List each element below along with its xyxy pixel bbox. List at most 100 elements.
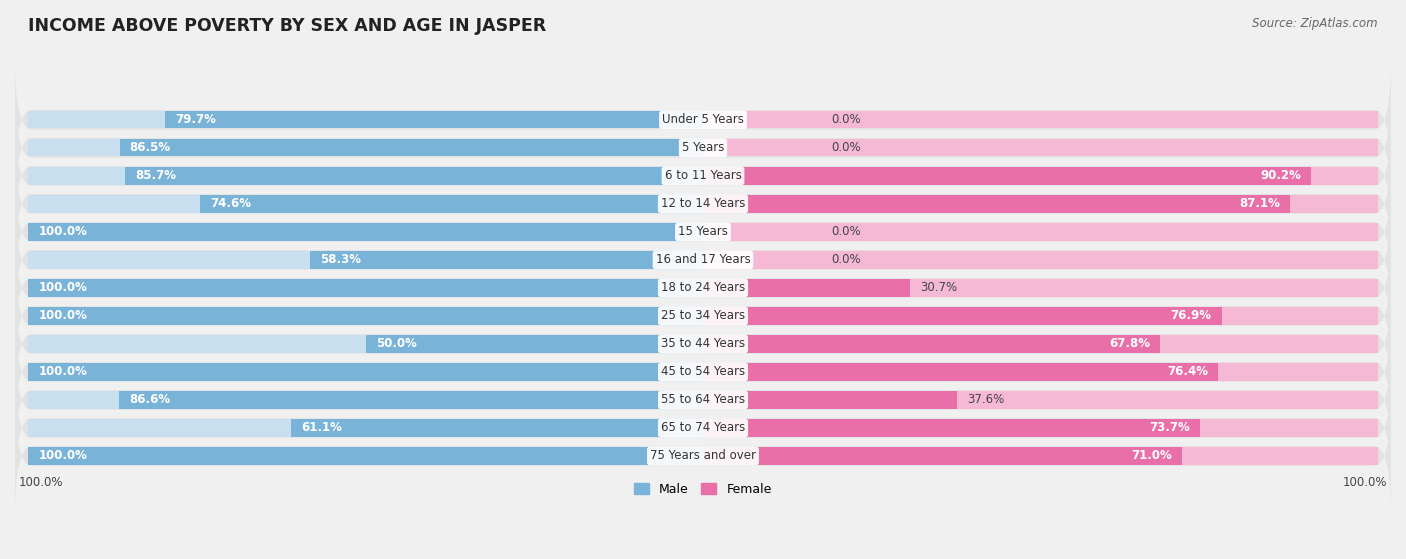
Bar xyxy=(28,223,703,240)
Text: 73.7%: 73.7% xyxy=(1149,421,1189,434)
Text: 0.0%: 0.0% xyxy=(831,141,860,154)
Text: 18 to 24 Years: 18 to 24 Years xyxy=(661,281,745,295)
Text: 100.0%: 100.0% xyxy=(18,476,63,489)
Text: 86.6%: 86.6% xyxy=(129,394,170,406)
Text: 79.7%: 79.7% xyxy=(176,113,217,126)
Text: 50.0%: 50.0% xyxy=(375,338,416,350)
Bar xyxy=(28,447,703,465)
Text: 86.5%: 86.5% xyxy=(129,141,170,154)
Bar xyxy=(703,335,1378,353)
Text: 55 to 64 Years: 55 to 64 Years xyxy=(661,394,745,406)
Text: 16 and 17 Years: 16 and 17 Years xyxy=(655,253,751,267)
Text: Source: ZipAtlas.com: Source: ZipAtlas.com xyxy=(1253,17,1378,30)
FancyBboxPatch shape xyxy=(15,340,1391,460)
Bar xyxy=(703,363,1219,381)
Bar xyxy=(703,447,1182,465)
FancyBboxPatch shape xyxy=(15,368,1391,488)
Bar xyxy=(125,167,703,184)
Bar xyxy=(28,419,703,437)
Bar xyxy=(703,391,1378,409)
Text: 15 Years: 15 Years xyxy=(678,225,728,238)
Bar xyxy=(28,111,703,129)
Bar xyxy=(703,223,1378,240)
Text: 0.0%: 0.0% xyxy=(831,253,860,267)
Text: 100.0%: 100.0% xyxy=(38,225,87,238)
Text: 6 to 11 Years: 6 to 11 Years xyxy=(665,169,741,182)
Text: 35 to 44 Years: 35 to 44 Years xyxy=(661,338,745,350)
FancyBboxPatch shape xyxy=(15,172,1391,292)
Text: 0.0%: 0.0% xyxy=(831,113,860,126)
Bar xyxy=(703,447,1378,465)
FancyBboxPatch shape xyxy=(15,144,1391,264)
Bar xyxy=(366,335,703,353)
FancyBboxPatch shape xyxy=(15,255,1391,376)
Bar xyxy=(28,223,703,240)
Text: 100.0%: 100.0% xyxy=(38,281,87,295)
Text: Under 5 Years: Under 5 Years xyxy=(662,113,744,126)
Bar xyxy=(28,307,703,325)
Text: 100.0%: 100.0% xyxy=(1343,476,1388,489)
Text: 76.4%: 76.4% xyxy=(1167,366,1208,378)
Bar xyxy=(28,307,703,325)
Text: 85.7%: 85.7% xyxy=(135,169,176,182)
Text: 5 Years: 5 Years xyxy=(682,141,724,154)
Text: 61.1%: 61.1% xyxy=(301,421,342,434)
Bar xyxy=(28,251,703,268)
Text: 45 to 54 Years: 45 to 54 Years xyxy=(661,366,745,378)
Text: 30.7%: 30.7% xyxy=(920,281,957,295)
Bar xyxy=(28,139,703,157)
Text: 74.6%: 74.6% xyxy=(209,197,250,210)
Bar xyxy=(703,307,1378,325)
Bar xyxy=(28,363,703,381)
Bar xyxy=(703,167,1312,184)
Text: 37.6%: 37.6% xyxy=(967,394,1004,406)
Bar xyxy=(166,111,703,129)
Bar xyxy=(309,251,703,268)
Text: 100.0%: 100.0% xyxy=(38,449,87,462)
Bar xyxy=(703,111,1378,129)
Text: 65 to 74 Years: 65 to 74 Years xyxy=(661,421,745,434)
Bar xyxy=(291,419,703,437)
Text: 12 to 14 Years: 12 to 14 Years xyxy=(661,197,745,210)
Text: 58.3%: 58.3% xyxy=(321,253,361,267)
Bar xyxy=(703,139,1378,157)
Bar xyxy=(703,251,1378,268)
Bar xyxy=(200,195,703,212)
Bar xyxy=(28,279,703,297)
Bar xyxy=(703,167,1378,184)
Bar xyxy=(703,195,1378,212)
FancyBboxPatch shape xyxy=(15,88,1391,208)
FancyBboxPatch shape xyxy=(15,200,1391,320)
Bar xyxy=(703,419,1378,437)
Bar xyxy=(703,307,1222,325)
Bar xyxy=(703,195,1291,212)
Bar xyxy=(28,167,703,184)
Bar xyxy=(703,419,1201,437)
Bar xyxy=(703,363,1378,381)
Bar xyxy=(28,335,703,353)
FancyBboxPatch shape xyxy=(15,116,1391,236)
Bar xyxy=(28,195,703,212)
Bar xyxy=(28,279,703,297)
Bar xyxy=(28,391,703,409)
Text: 67.8%: 67.8% xyxy=(1109,338,1150,350)
Bar xyxy=(703,391,956,409)
Text: 100.0%: 100.0% xyxy=(38,309,87,323)
Text: 87.1%: 87.1% xyxy=(1240,197,1281,210)
FancyBboxPatch shape xyxy=(15,283,1391,404)
Bar xyxy=(703,279,1378,297)
Text: 100.0%: 100.0% xyxy=(38,366,87,378)
Bar xyxy=(120,391,703,409)
Bar xyxy=(703,335,1160,353)
Bar xyxy=(28,447,703,465)
Bar xyxy=(703,279,910,297)
Text: 0.0%: 0.0% xyxy=(831,225,860,238)
FancyBboxPatch shape xyxy=(15,228,1391,348)
Text: 90.2%: 90.2% xyxy=(1260,169,1302,182)
Text: INCOME ABOVE POVERTY BY SEX AND AGE IN JASPER: INCOME ABOVE POVERTY BY SEX AND AGE IN J… xyxy=(28,17,547,35)
Text: 75 Years and over: 75 Years and over xyxy=(650,449,756,462)
Legend: Male, Female: Male, Female xyxy=(630,478,776,501)
Bar xyxy=(28,363,703,381)
Text: 71.0%: 71.0% xyxy=(1130,449,1171,462)
Text: 25 to 34 Years: 25 to 34 Years xyxy=(661,309,745,323)
